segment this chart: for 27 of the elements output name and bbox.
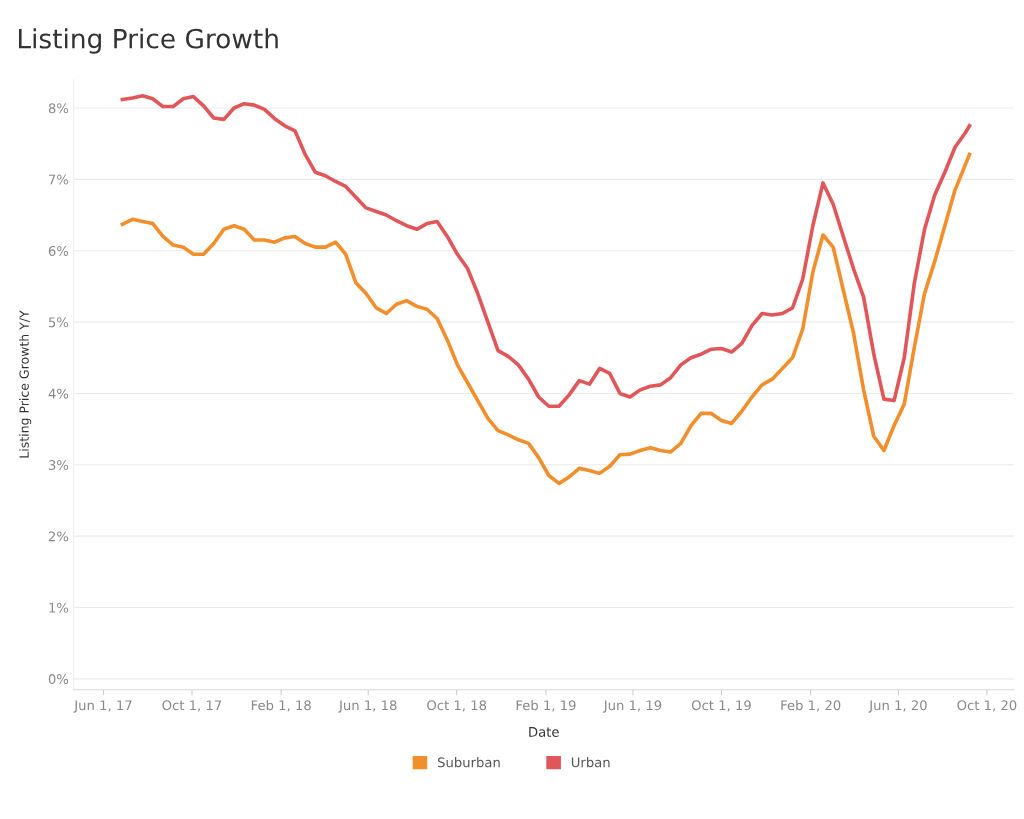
- x-tick-label: Jun 1, 18: [338, 700, 397, 713]
- y-tick-label: 3%: [48, 460, 69, 470]
- y-axis-title: Listing Price Growth Y/Y: [19, 310, 32, 458]
- x-tick-label: Feb 1, 18: [251, 700, 311, 712]
- legend-label: Suburban: [437, 757, 500, 768]
- y-tick-label: 7%: [49, 174, 69, 185]
- line-series: [120, 152, 972, 486]
- legend-label: Urban: [571, 757, 610, 768]
- x-tick-label: Feb 1, 20: [781, 700, 841, 712]
- x-tick-label: Jun 1, 17: [73, 700, 132, 713]
- y-tick-label: 4%: [48, 388, 69, 399]
- x-tick-label: Oct 1, 19: [691, 700, 751, 712]
- y-tick-label: 0%: [48, 674, 69, 685]
- x-tick-label: Feb 1, 19: [516, 700, 576, 712]
- x-tick-label: Oct 1, 20: [957, 700, 1017, 712]
- x-tick-label: Jun 1, 20: [868, 700, 927, 713]
- x-tick-label: Jun 1, 19: [603, 700, 662, 713]
- y-tick-label: 6%: [48, 245, 69, 256]
- y-tick-label: 1%: [49, 602, 69, 613]
- x-tick-label: Oct 1, 18: [427, 700, 487, 712]
- y-tick-label: 8%: [48, 103, 69, 114]
- y-tick-label: 5%: [48, 317, 69, 328]
- x-axis-title: Date: [529, 727, 559, 737]
- y-tick-label: 2%: [48, 531, 69, 542]
- line-series: [120, 94, 972, 409]
- chart-title: Listing Price Growth: [18, 28, 278, 54]
- x-tick-label: Oct 1, 17: [162, 700, 222, 712]
